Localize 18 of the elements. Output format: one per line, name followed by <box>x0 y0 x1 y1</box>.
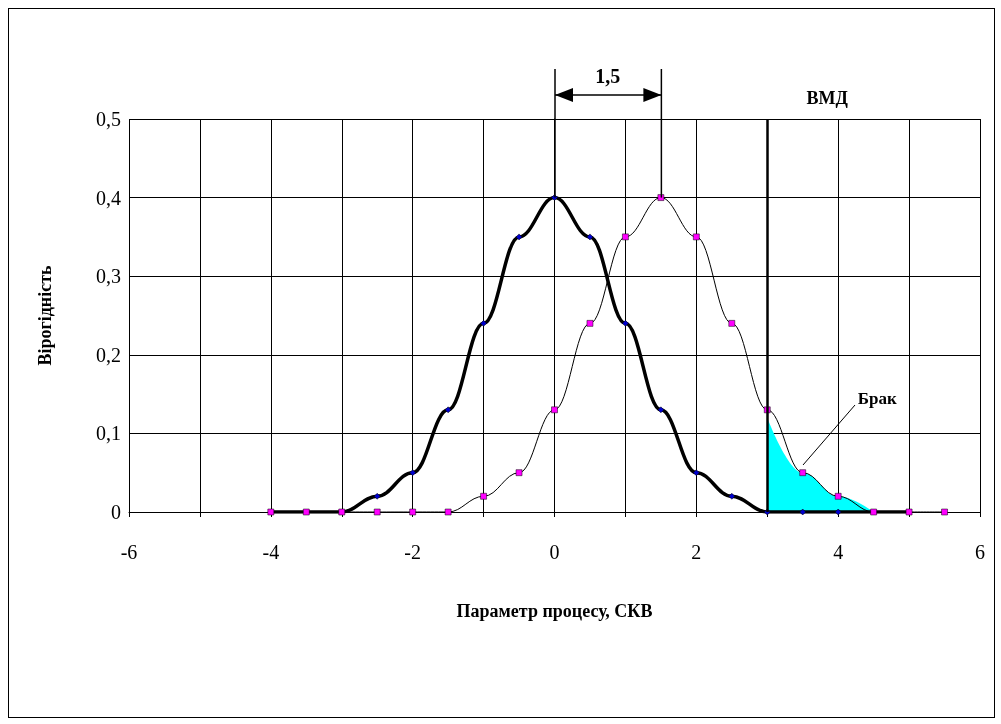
x-tick-label: 0 <box>549 541 560 563</box>
x-tick-label: -6 <box>120 541 138 563</box>
x-tick-label: 6 <box>975 541 985 563</box>
y-tick-label: 0,4 <box>96 186 121 209</box>
x-tick-label: -2 <box>404 541 421 563</box>
x-axis-title: Параметр процесу, СКВ <box>456 601 653 621</box>
y-tick-label: 0 <box>111 501 121 523</box>
annotation: Брак <box>857 388 897 408</box>
y-tick-label: 0,2 <box>96 343 121 366</box>
x-tick-label: -4 <box>262 541 280 563</box>
text: 1,5 <box>594 65 622 88</box>
y-tick-label: 0,1 <box>96 422 121 445</box>
ref-line-label: ВМД <box>806 88 849 108</box>
y-tick-label: 0,5 <box>96 108 121 130</box>
y-axis-title: Вірогідність <box>35 265 55 366</box>
y-tick-label: 0,3 <box>96 265 121 288</box>
x-tick-label: 4 <box>833 541 844 563</box>
x-tick-label: 2 <box>691 541 702 563</box>
